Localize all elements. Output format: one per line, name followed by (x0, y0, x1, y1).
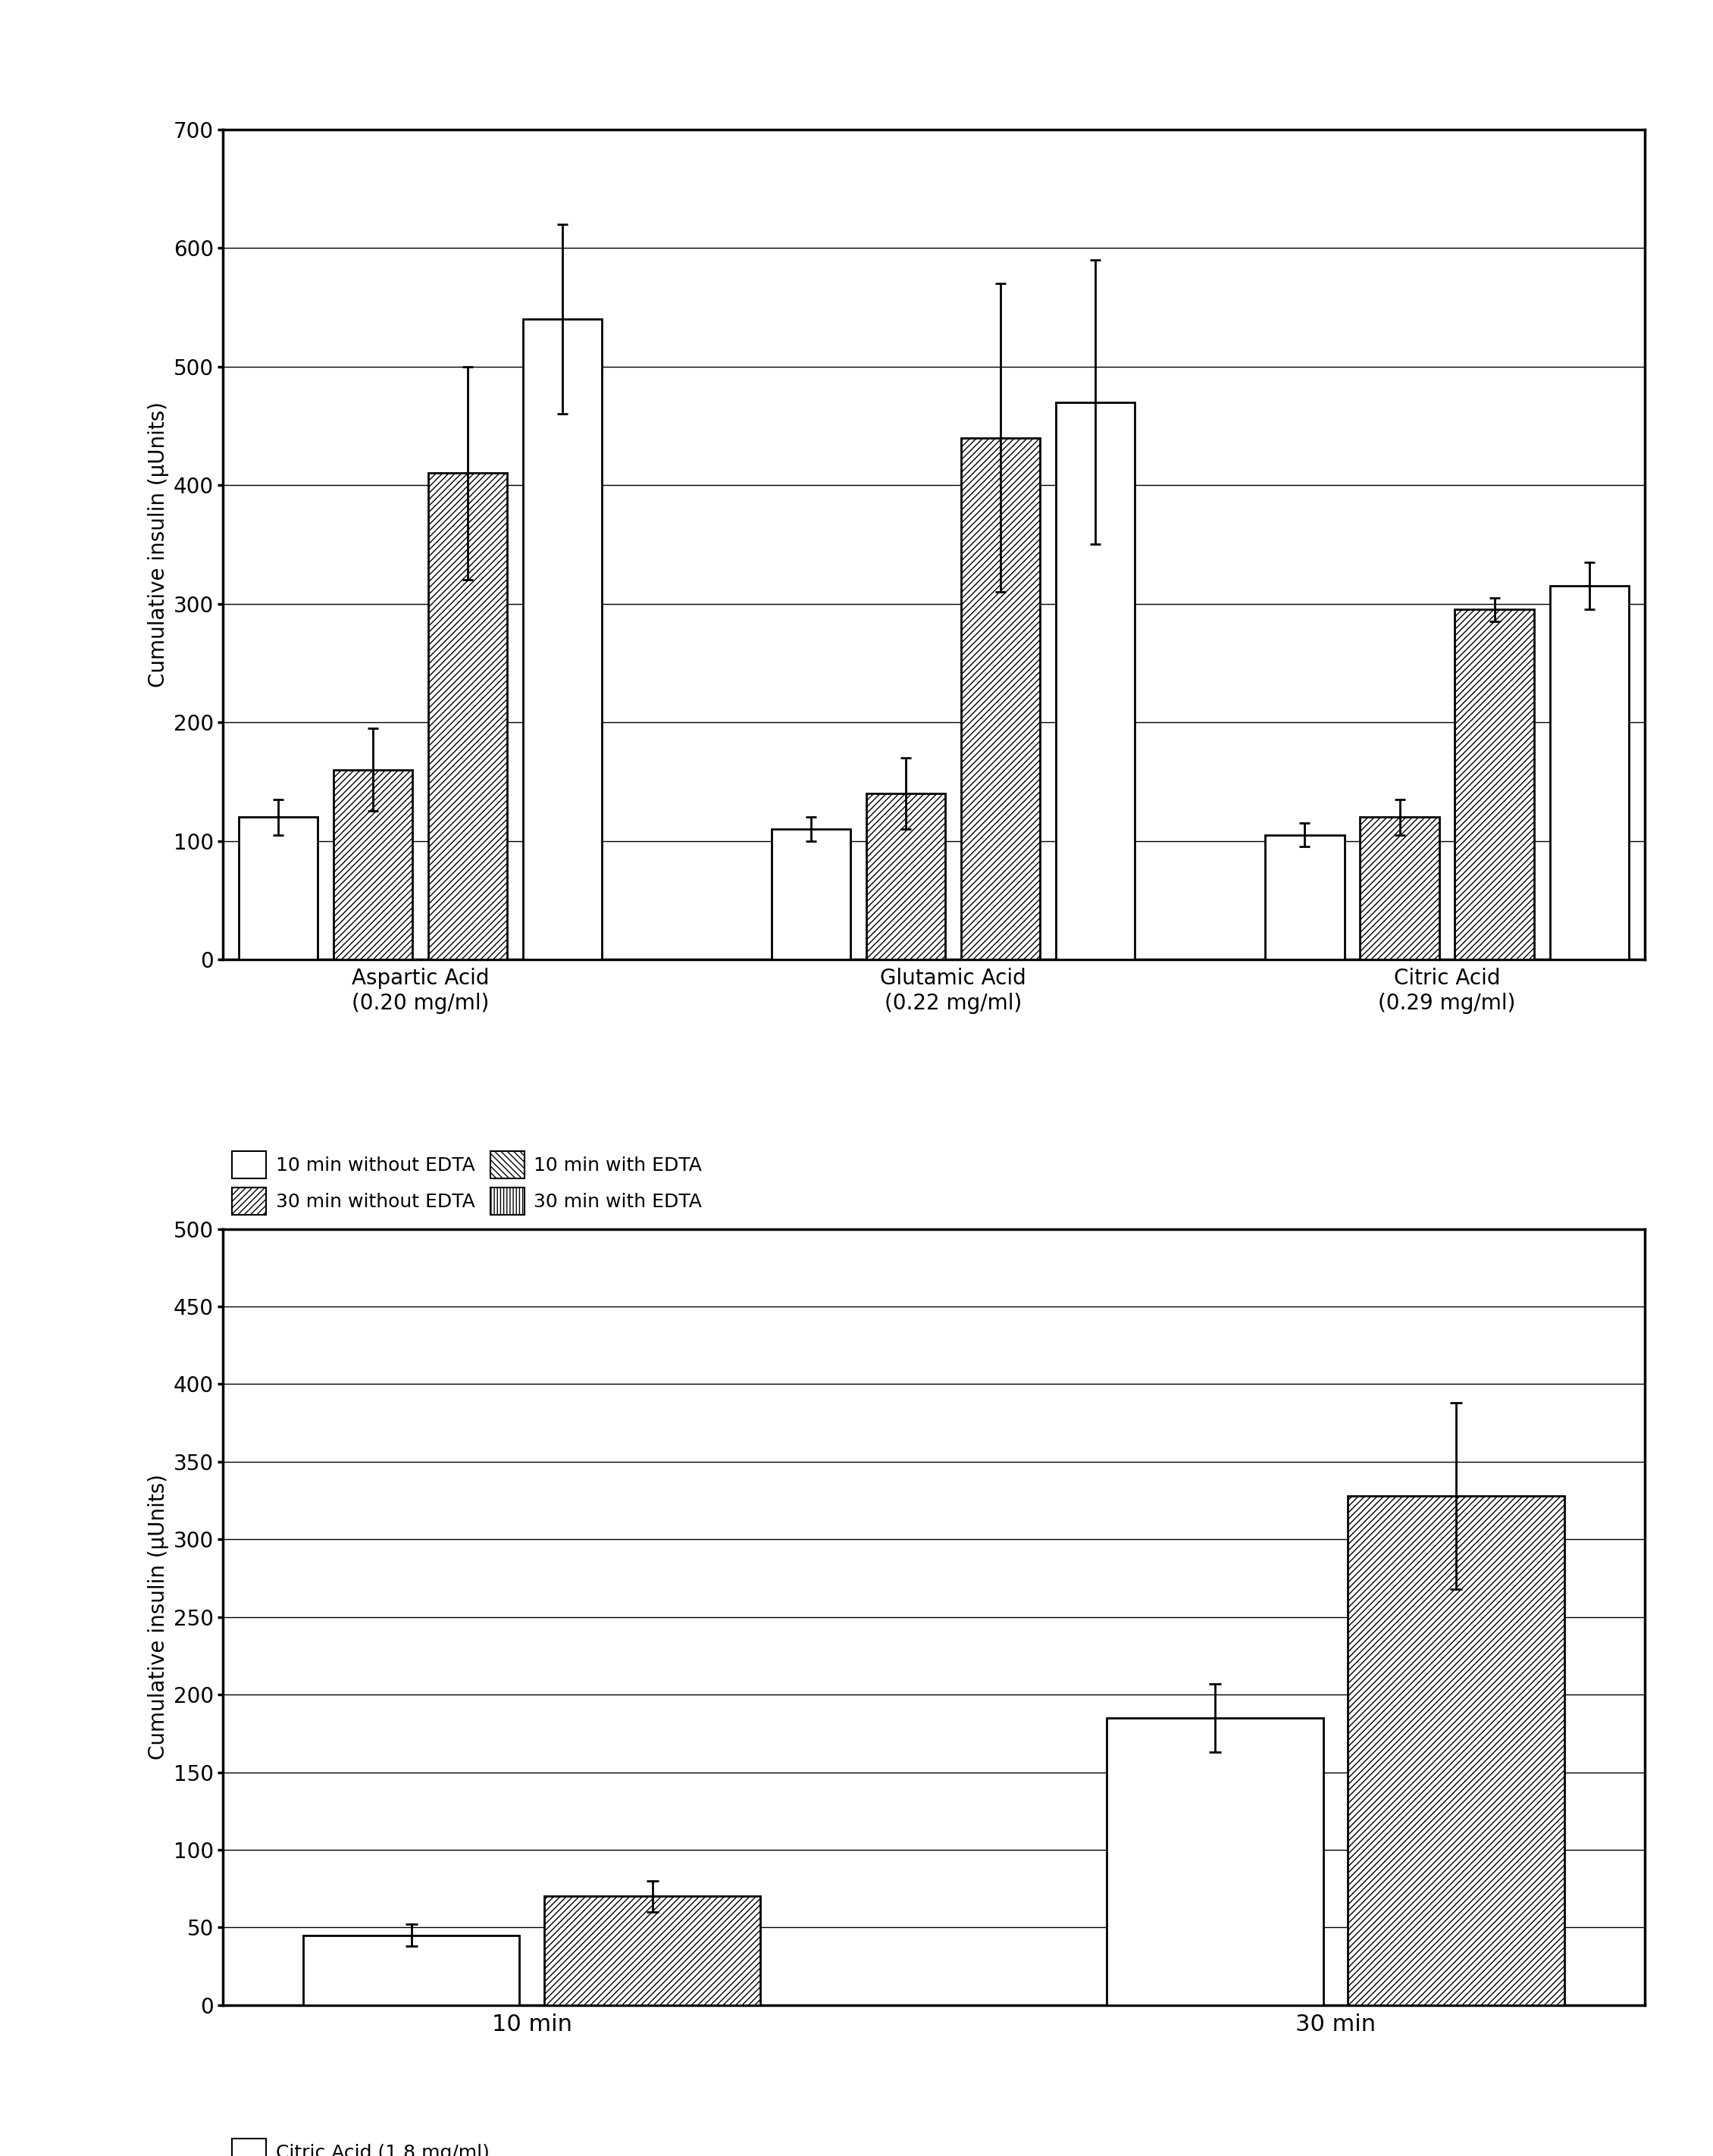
Bar (334, 770, 413, 959)
Y-axis label: Cumulative insulin (μUnits): Cumulative insulin (μUnits) (147, 401, 170, 688)
Bar (867, 793, 946, 959)
Bar (1266, 834, 1345, 959)
Bar (771, 828, 851, 959)
Bar (303, 1936, 519, 2005)
Bar (1107, 1718, 1322, 2005)
Bar (545, 1897, 761, 2005)
Text: FIG. 4A: FIG. 4A (886, 1298, 982, 1319)
Bar (522, 319, 601, 959)
Bar (1550, 586, 1629, 959)
Bar (1055, 401, 1136, 959)
Bar (1454, 610, 1533, 959)
Bar (1348, 1496, 1564, 2005)
Legend: 10 min without EDTA, 30 min without EDTA, 10 min with EDTA, 30 min with EDTA: 10 min without EDTA, 30 min without EDTA… (233, 1151, 702, 1214)
Bar (1360, 817, 1439, 959)
Y-axis label: Cumulative insulin (μUnits): Cumulative insulin (μUnits) (147, 1475, 170, 1759)
Bar (428, 472, 507, 959)
Bar (961, 438, 1040, 959)
Bar (238, 817, 317, 959)
Legend: Citric Acid (1.8 mg/ml), Citric Acid (1.8 mg/ml) + EDTA (1.8 mg/ml): Citric Acid (1.8 mg/ml), Citric Acid (1.… (233, 2139, 685, 2156)
